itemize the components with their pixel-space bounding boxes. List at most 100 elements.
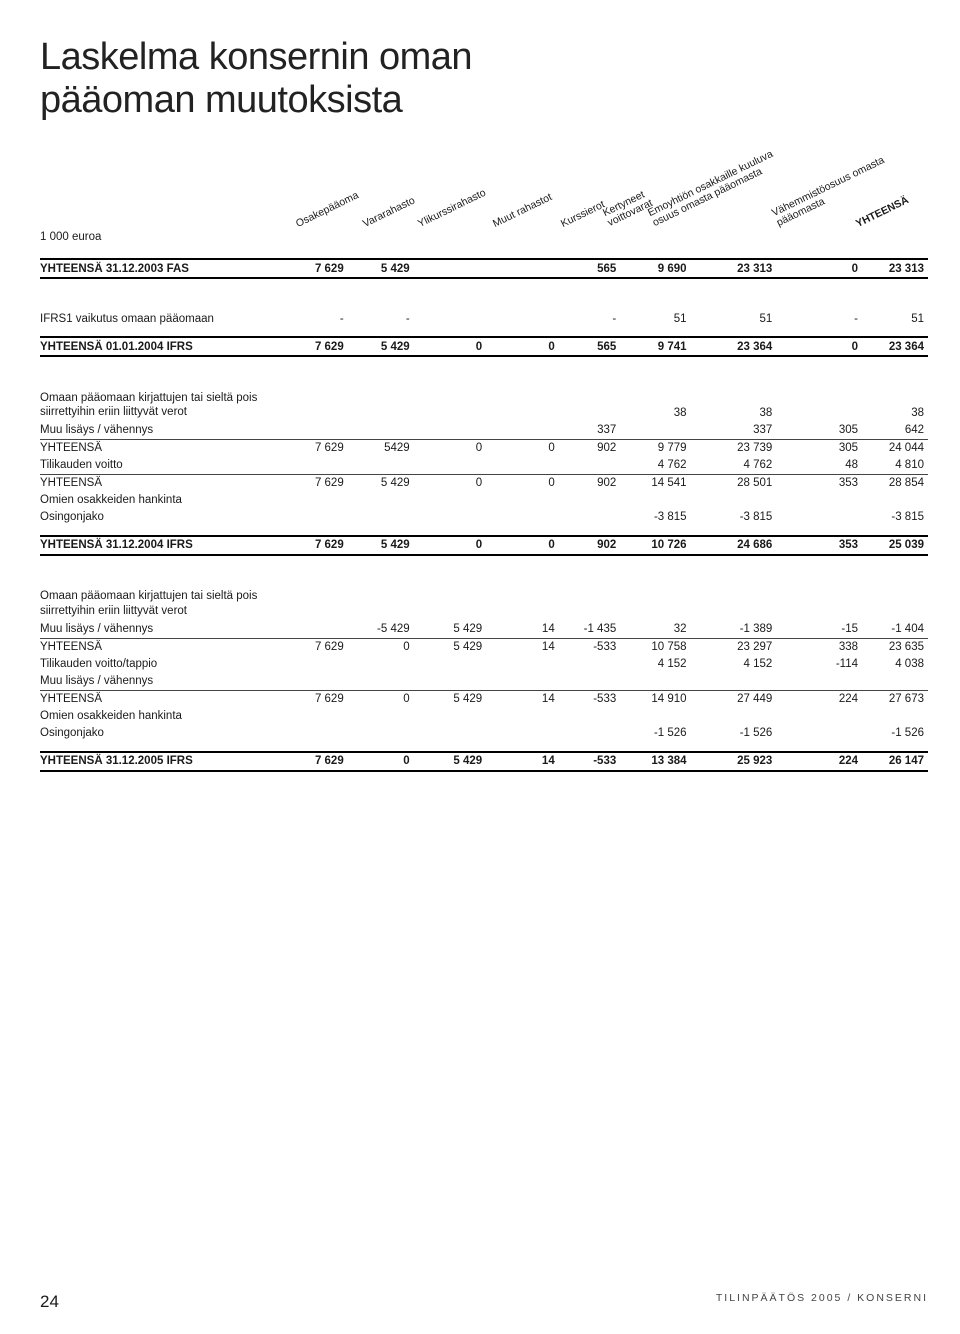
table-cell: [776, 673, 862, 691]
table-cell: [486, 422, 559, 440]
table-cell: [282, 708, 348, 725]
table-cell: 25 039: [862, 536, 928, 555]
table-cell: [486, 259, 559, 278]
table-cell: -114: [776, 656, 862, 673]
table-cell: -: [776, 310, 862, 327]
table-cell: -1 389: [691, 621, 777, 639]
table-cell: [282, 725, 348, 742]
table-cell: [414, 725, 487, 742]
row-label: Tilikauden voitto: [40, 457, 282, 475]
table-cell: [486, 388, 559, 422]
row-label: Muu lisäys / vähennys: [40, 422, 282, 440]
table-cell: 23 313: [862, 259, 928, 278]
table-cell: 9 690: [620, 259, 690, 278]
table-cell: 565: [559, 337, 621, 356]
table-cell: [282, 673, 348, 691]
table-cell: [414, 509, 487, 526]
table-cell: [620, 673, 690, 691]
table-cell: 224: [776, 752, 862, 771]
table-row: IFRS1 vaikutus omaan pääomaan---5151-51: [40, 310, 928, 327]
table-cell: [414, 457, 487, 475]
table-cell: [414, 708, 487, 725]
table-cell: [414, 388, 487, 422]
table-cell: 25 923: [691, 752, 777, 771]
table-row: YHTEENSÄ 01.01.2004 IFRS7 6295 429005659…: [40, 337, 928, 356]
page-number: 24: [40, 1292, 59, 1312]
table-cell: 38: [862, 388, 928, 422]
column-header-diagonal: Osakepääoma: [294, 190, 360, 229]
table-row: Osingonjako-1 526-1 526-1 526: [40, 725, 928, 742]
table-cell: [486, 457, 559, 475]
column-header-diagonal: Ylikurssirahasto: [416, 187, 487, 229]
table-cell: 14: [486, 690, 559, 708]
table-cell: [620, 492, 690, 509]
table-cell: -1 526: [862, 725, 928, 742]
table-cell: [559, 509, 621, 526]
table-row: Muu lisäys / vähennys337337305642: [40, 422, 928, 440]
table-cell: 5429: [348, 439, 414, 457]
table-cell: [486, 310, 559, 327]
footer-source: TILINPÄÄTÖS 2005 / KONSERNI: [716, 1292, 928, 1312]
table-cell: 4 762: [620, 457, 690, 475]
table-row: YHTEENSÄ 31.12.2005 IFRS7 62905 42914-53…: [40, 752, 928, 771]
table-cell: -3 815: [620, 509, 690, 526]
table-cell: 4 810: [862, 457, 928, 475]
table-row: Muu lisäys / vähennys: [40, 673, 928, 691]
table-cell: [348, 388, 414, 422]
table-cell: [486, 708, 559, 725]
row-label: Omaan pääomaan kirjattujen tai sieltä po…: [40, 587, 282, 621]
table-cell: 14: [486, 638, 559, 656]
table-cell: 5 429: [414, 690, 487, 708]
table-cell: [414, 492, 487, 509]
row-label: Muu lisäys / vähennys: [40, 621, 282, 639]
title-line-2: pääoman muutoksista: [40, 79, 402, 121]
table-row: YHTEENSÄ 31.12.2004 IFRS7 6295 429009021…: [40, 536, 928, 555]
table-cell: 51: [691, 310, 777, 327]
table-cell: [862, 708, 928, 725]
table-cell: [620, 587, 690, 621]
table-cell: -5 429: [348, 621, 414, 639]
table-cell: [559, 492, 621, 509]
table-cell: [691, 673, 777, 691]
table-row: YHTEENSÄ7 6295 4290090214 54128 50135328…: [40, 474, 928, 492]
table-cell: 26 147: [862, 752, 928, 771]
table-cell: 0: [486, 337, 559, 356]
table-cell: 7 629: [282, 638, 348, 656]
row-label: YHTEENSÄ: [40, 439, 282, 457]
table-cell: [414, 673, 487, 691]
table-cell: 7 629: [282, 690, 348, 708]
table-cell: 0: [414, 337, 487, 356]
table-cell: 902: [559, 536, 621, 555]
table-cell: -533: [559, 690, 621, 708]
row-label: YHTEENSÄ 31.12.2003 FAS: [40, 259, 282, 278]
table-cell: 902: [559, 439, 621, 457]
table-cell: [486, 509, 559, 526]
row-label: YHTEENSÄ 01.01.2004 IFRS: [40, 337, 282, 356]
column-header-diagonal: Muut rahastot: [491, 192, 553, 230]
table-cell: 24 686: [691, 536, 777, 555]
table-cell: 0: [414, 474, 487, 492]
table-cell: [691, 708, 777, 725]
column-header-diagonal: Kurssierot: [559, 199, 606, 229]
table-cell: 0: [486, 536, 559, 555]
table-cell: 32: [620, 621, 690, 639]
table-cell: 5 429: [414, 621, 487, 639]
column-header-diagonal: YHTEENSÄ: [854, 195, 910, 230]
table-cell: 38: [620, 388, 690, 422]
table-row: Tilikauden voitto/tappio4 1524 152-1144 …: [40, 656, 928, 673]
table-cell: 27 449: [691, 690, 777, 708]
table-cell: 305: [776, 422, 862, 440]
table-cell: 4 152: [691, 656, 777, 673]
table-cell: [691, 587, 777, 621]
table-cell: 565: [559, 259, 621, 278]
table-cell: [559, 457, 621, 475]
row-label: YHTEENSÄ: [40, 474, 282, 492]
table-cell: 0: [776, 259, 862, 278]
table-cell: 0: [486, 474, 559, 492]
table-cell: [348, 457, 414, 475]
table-cell: 0: [348, 690, 414, 708]
table-cell: [414, 587, 487, 621]
table-cell: [559, 725, 621, 742]
table-cell: [559, 388, 621, 422]
table-cell: 337: [691, 422, 777, 440]
